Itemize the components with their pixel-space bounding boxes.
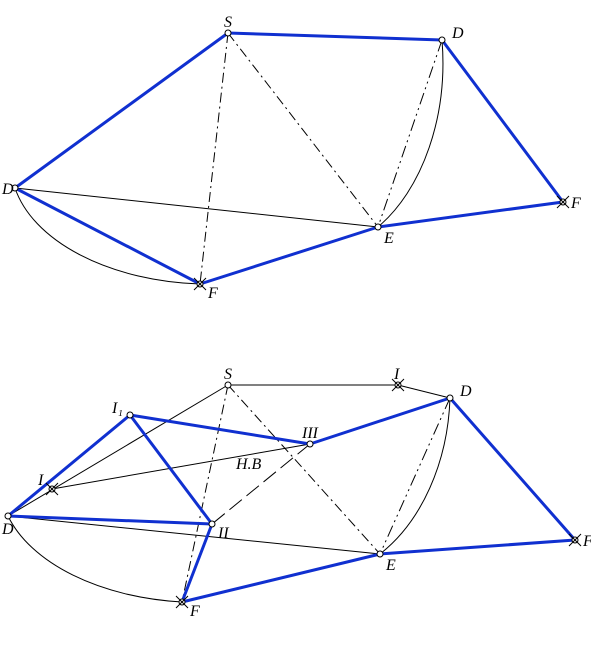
point-label: II xyxy=(217,525,229,542)
point-label: D xyxy=(459,383,472,400)
point-label: III xyxy=(301,425,319,442)
construction-line xyxy=(15,188,378,227)
vertex-marker xyxy=(439,37,445,43)
vertex-marker xyxy=(5,513,11,519)
point-label: E xyxy=(383,230,394,247)
vertex-marker xyxy=(377,551,383,557)
point-label: I₁ xyxy=(111,400,123,417)
point-label: F xyxy=(570,195,581,212)
construction-line xyxy=(8,516,380,554)
point-label: S xyxy=(224,366,232,383)
point-label: D xyxy=(1,521,14,538)
point-label: D xyxy=(1,181,14,198)
geometry-diagram: D S D F E F D I I₁ S III H.B I D F E II F xyxy=(0,0,591,647)
point-label: I xyxy=(393,366,400,383)
arc xyxy=(8,516,182,602)
outline-edge xyxy=(15,33,563,284)
vertex-marker xyxy=(375,224,381,230)
arc xyxy=(378,40,443,227)
point-label: I xyxy=(37,472,44,489)
axis-line xyxy=(228,33,378,227)
point-label: E xyxy=(385,557,396,574)
outline-edge xyxy=(130,415,212,524)
point-label: H.B xyxy=(235,456,262,473)
secondary-axis-line xyxy=(380,398,450,554)
secondary-axis-line xyxy=(378,40,442,227)
point-label: F xyxy=(189,603,200,620)
vertex-marker xyxy=(127,412,133,418)
vertex-marker xyxy=(209,521,215,527)
axis-line xyxy=(200,33,228,284)
construction-line xyxy=(398,385,450,398)
point-label: F xyxy=(582,533,591,550)
point-label: D xyxy=(451,25,464,42)
vertex-marker xyxy=(447,395,453,401)
point-label: S xyxy=(224,14,232,31)
point-label: F xyxy=(207,285,218,302)
outline-edge xyxy=(8,398,575,602)
